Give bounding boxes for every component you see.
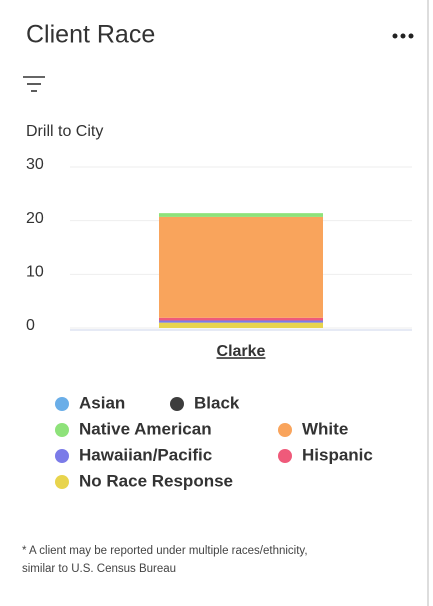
legend-label[interactable]: Native American xyxy=(79,419,212,438)
legend-label[interactable]: Black xyxy=(194,393,240,412)
bar-segment xyxy=(159,317,323,321)
legend-label[interactable]: Asian xyxy=(79,393,125,412)
y-tick-label: 10 xyxy=(26,264,44,281)
footnote: * A client may be reported under multipl… xyxy=(22,545,308,575)
legend-swatch[interactable] xyxy=(170,397,184,411)
more-menu[interactable] xyxy=(392,33,414,39)
legend-swatch[interactable] xyxy=(55,449,69,463)
legend-swatch[interactable] xyxy=(55,475,69,489)
x-tick-label[interactable]: Clarke xyxy=(217,343,266,360)
filter-icon[interactable] xyxy=(23,76,45,92)
bar-segment xyxy=(159,320,323,323)
drill-label[interactable]: Drill to City xyxy=(26,123,103,140)
bar-segment xyxy=(159,216,323,318)
legend-swatch[interactable] xyxy=(278,423,292,437)
y-tick-label: 30 xyxy=(26,156,44,173)
legend-swatch[interactable] xyxy=(55,423,69,437)
y-tick-label: 0 xyxy=(26,317,35,334)
legend-label[interactable]: No Race Response xyxy=(79,471,233,490)
card-title: Client Race xyxy=(26,21,155,49)
legend-label[interactable]: Hawaiian/Pacific xyxy=(79,445,212,464)
legend-swatch[interactable] xyxy=(55,397,69,411)
legend-label[interactable]: Hispanic xyxy=(302,445,373,464)
bar-segment xyxy=(159,322,323,328)
bar-segment xyxy=(159,213,323,217)
legend-label[interactable]: White xyxy=(302,419,348,438)
y-tick-label: 20 xyxy=(26,210,44,227)
legend-swatch[interactable] xyxy=(278,449,292,463)
